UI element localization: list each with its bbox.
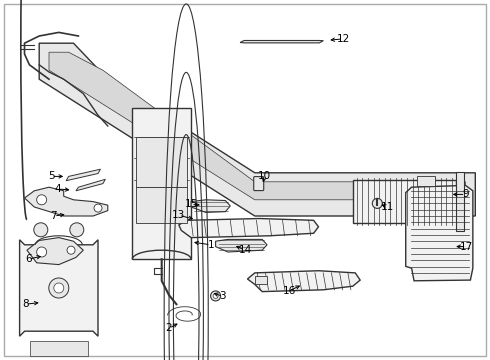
Text: 16: 16 xyxy=(282,286,296,296)
Circle shape xyxy=(67,246,75,254)
Circle shape xyxy=(34,223,48,237)
Circle shape xyxy=(54,283,64,293)
Polygon shape xyxy=(49,52,466,200)
Polygon shape xyxy=(191,200,230,212)
Polygon shape xyxy=(216,239,267,252)
Circle shape xyxy=(372,198,382,208)
Bar xyxy=(29,341,88,356)
Circle shape xyxy=(37,195,47,205)
Text: 1: 1 xyxy=(207,240,214,250)
Text: 11: 11 xyxy=(380,202,394,212)
Text: 17: 17 xyxy=(460,242,473,252)
Circle shape xyxy=(70,223,84,237)
Polygon shape xyxy=(27,238,83,265)
Text: 12: 12 xyxy=(336,34,350,44)
Polygon shape xyxy=(406,185,473,281)
Polygon shape xyxy=(24,187,108,216)
Bar xyxy=(456,172,464,231)
Circle shape xyxy=(211,291,220,301)
Text: 13: 13 xyxy=(172,210,186,220)
Text: 10: 10 xyxy=(258,171,271,181)
Polygon shape xyxy=(39,43,475,216)
Text: 6: 6 xyxy=(25,254,32,264)
Circle shape xyxy=(49,278,69,298)
Text: 7: 7 xyxy=(50,211,57,221)
Bar xyxy=(353,180,456,223)
FancyBboxPatch shape xyxy=(254,177,264,190)
Polygon shape xyxy=(76,179,105,191)
Text: 4: 4 xyxy=(54,184,61,194)
Polygon shape xyxy=(179,219,318,238)
Polygon shape xyxy=(247,271,360,292)
Circle shape xyxy=(213,293,218,298)
Text: 5: 5 xyxy=(48,171,55,181)
Polygon shape xyxy=(20,240,98,336)
Text: 15: 15 xyxy=(184,199,198,210)
Bar xyxy=(255,276,267,284)
Bar xyxy=(136,137,187,187)
Circle shape xyxy=(37,247,47,257)
Circle shape xyxy=(94,204,102,212)
Text: 3: 3 xyxy=(220,291,226,301)
Polygon shape xyxy=(66,169,100,181)
Bar xyxy=(416,176,435,186)
Bar xyxy=(136,187,187,223)
Polygon shape xyxy=(240,40,323,43)
Text: 14: 14 xyxy=(238,245,252,255)
Text: 8: 8 xyxy=(22,299,29,309)
Text: 2: 2 xyxy=(166,323,172,333)
Text: 9: 9 xyxy=(462,189,469,199)
Bar xyxy=(132,108,191,259)
